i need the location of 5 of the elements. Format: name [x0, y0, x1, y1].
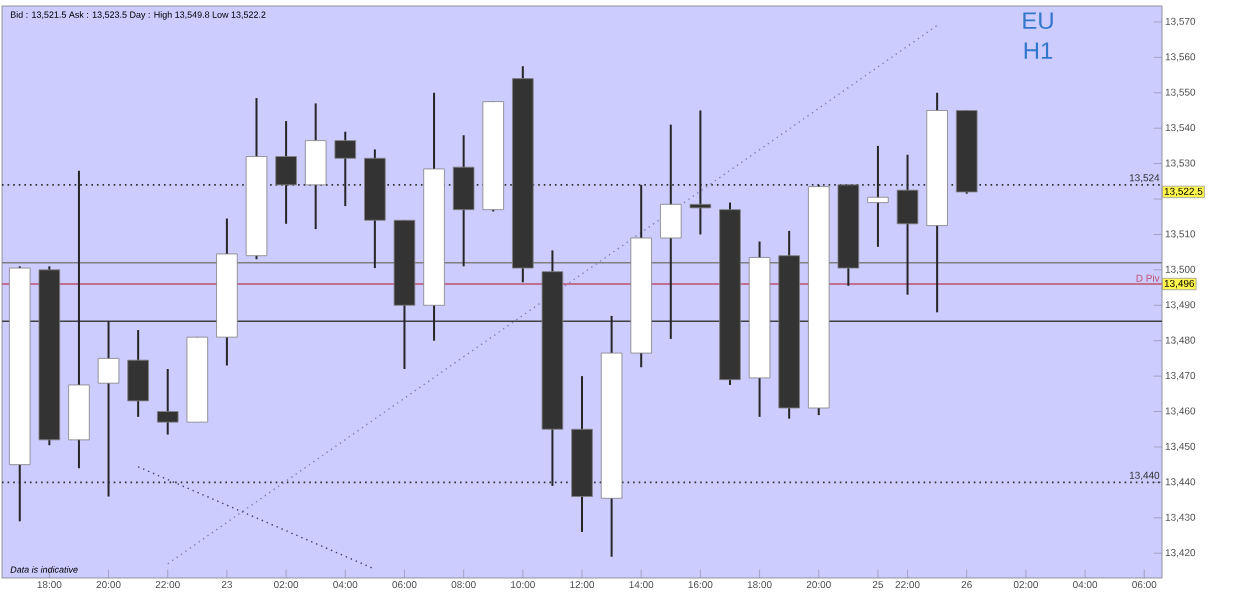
candlestick: [97, 320, 120, 498]
candlestick: [156, 368, 179, 436]
candlestick: [127, 329, 149, 418]
text: H1: [1024, 42, 1053, 59]
chart-title: EU: [1023, 12, 1053, 30]
